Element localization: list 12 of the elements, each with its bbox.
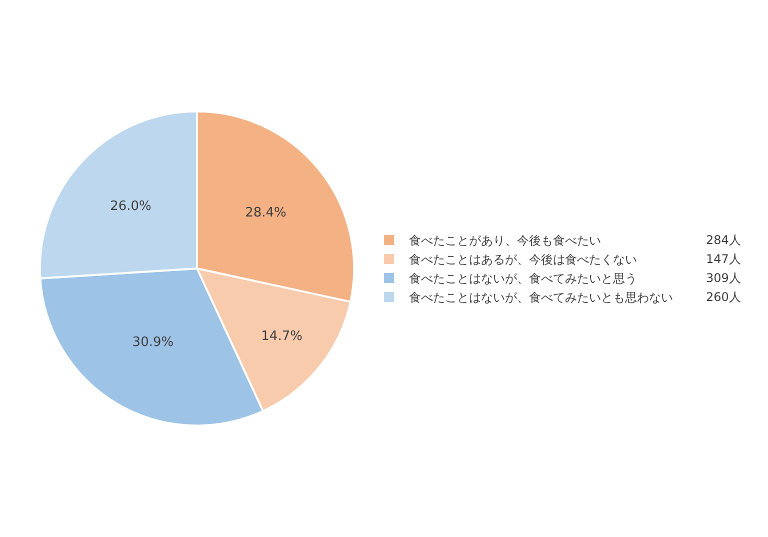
data-label: 30.9% bbox=[132, 334, 174, 350]
legend-label: 食べたことはあるが、今後は食べたくない bbox=[409, 252, 638, 267]
legend-label: 食べたことはないが、食べてみたいとも思わない bbox=[409, 290, 674, 305]
text: 260人 bbox=[706, 290, 741, 304]
data-label: 26.0% bbox=[110, 198, 152, 214]
text: 284人 bbox=[706, 233, 741, 247]
text: 147人 bbox=[706, 252, 741, 266]
legend-label: 食べたことはないが、食べてみたいと思う bbox=[409, 272, 638, 286]
text: 309人 bbox=[706, 271, 741, 285]
data-label: 28.4% bbox=[245, 206, 286, 221]
legend-label: 食べたことがあり、今後も食べたい bbox=[409, 234, 602, 248]
data-label: 14.7% bbox=[261, 328, 302, 344]
